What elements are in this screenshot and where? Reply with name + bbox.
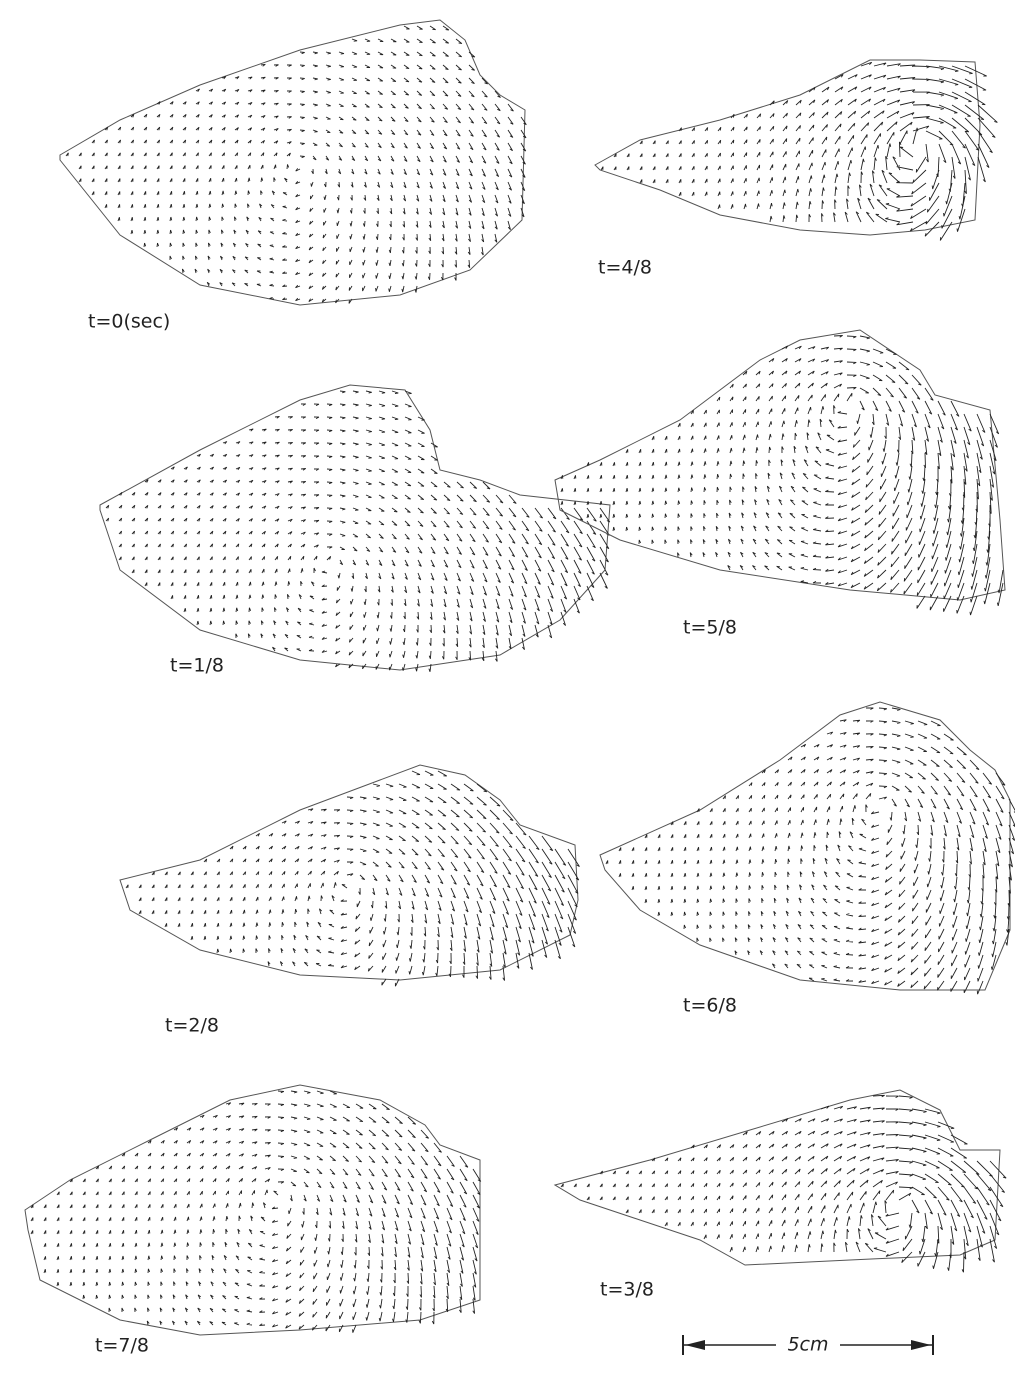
panel-label: t=7/8 (95, 1335, 149, 1357)
background (0, 0, 1015, 1380)
scale-label: 5cm (787, 1334, 828, 1356)
panel-label: t=5/8 (683, 617, 737, 639)
panel-label: t=4/8 (598, 257, 652, 279)
panel-label: t=3/8 (600, 1279, 654, 1301)
panel-label: t=2/8 (165, 1015, 219, 1037)
panel-label: t=1/8 (170, 655, 224, 677)
panel-label: t=6/8 (683, 995, 737, 1017)
figure: t=0(sec) t=4/8 t=1/8 t=5/8 t=2/8 t=6/8 t=7/8 t=… (0, 0, 1015, 1380)
panel-label: t=0(sec) (88, 311, 170, 333)
